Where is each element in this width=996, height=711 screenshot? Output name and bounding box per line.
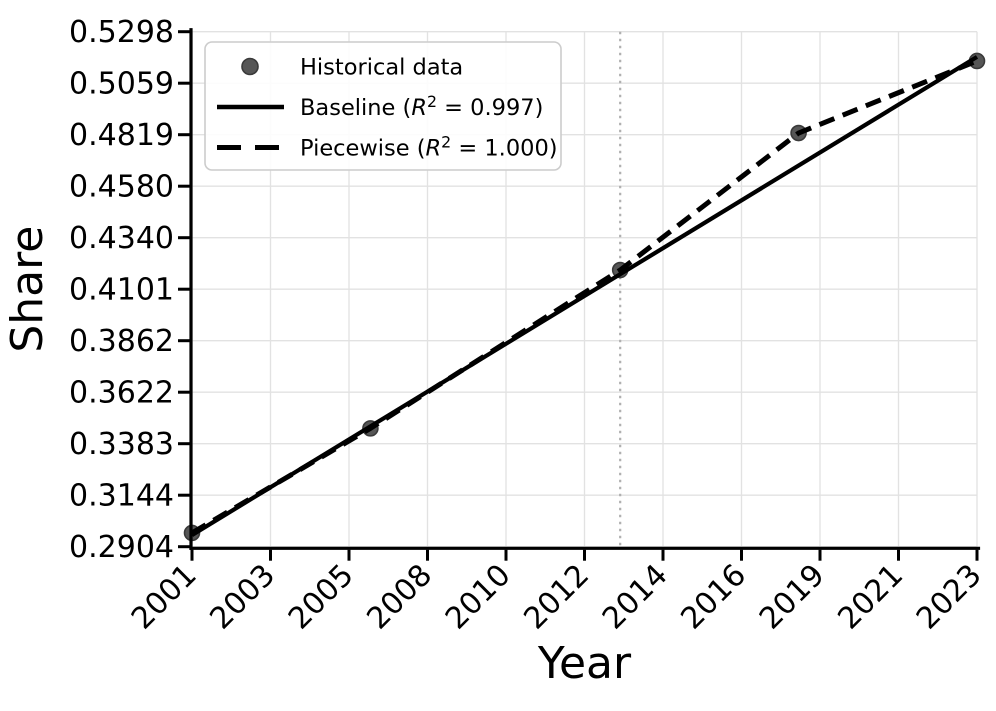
y-tick-label: 0.5059 bbox=[69, 67, 174, 102]
tick-marks bbox=[178, 30, 979, 561]
x-axis-title: Year bbox=[537, 638, 632, 689]
y-tick-label: 0.3144 bbox=[69, 479, 174, 514]
y-tick-label: 0.3862 bbox=[69, 324, 174, 359]
y-tick-label: 0.5298 bbox=[69, 15, 174, 50]
y-tick-label: 0.4101 bbox=[69, 273, 174, 308]
piecewise-curve bbox=[190, 58, 978, 536]
y-axis-title: Share bbox=[2, 226, 53, 353]
legend-item: Piecewise (R2 = 1.000) bbox=[217, 133, 558, 162]
legend-item-label: Piecewise (R2 = 1.000) bbox=[300, 133, 558, 162]
legend-box bbox=[204, 41, 562, 171]
y-tick-label: 0.4580 bbox=[69, 170, 174, 205]
y-tick-label: 0.3622 bbox=[69, 376, 174, 411]
legend-dot-marker bbox=[241, 57, 259, 76]
legend-item: Historical data bbox=[241, 55, 463, 81]
y-tick-label: 0.4340 bbox=[69, 221, 174, 256]
legend-item: Baseline (R2 = 0.997) bbox=[217, 92, 543, 121]
axes-spines bbox=[189, 28, 981, 550]
legend-item-label: Baseline (R2 = 0.997) bbox=[300, 92, 543, 121]
legend: Historical data Baseline (R2 = 0.997) Piec… bbox=[204, 41, 562, 171]
legend-item-label: Historical data bbox=[300, 55, 463, 81]
y-tick-label: 0.4819 bbox=[69, 118, 174, 153]
y-axis-title-group: Share bbox=[2, 226, 53, 353]
y-tick-label: 0.3383 bbox=[69, 427, 174, 462]
y-tick-label: 0.2904 bbox=[69, 530, 174, 565]
